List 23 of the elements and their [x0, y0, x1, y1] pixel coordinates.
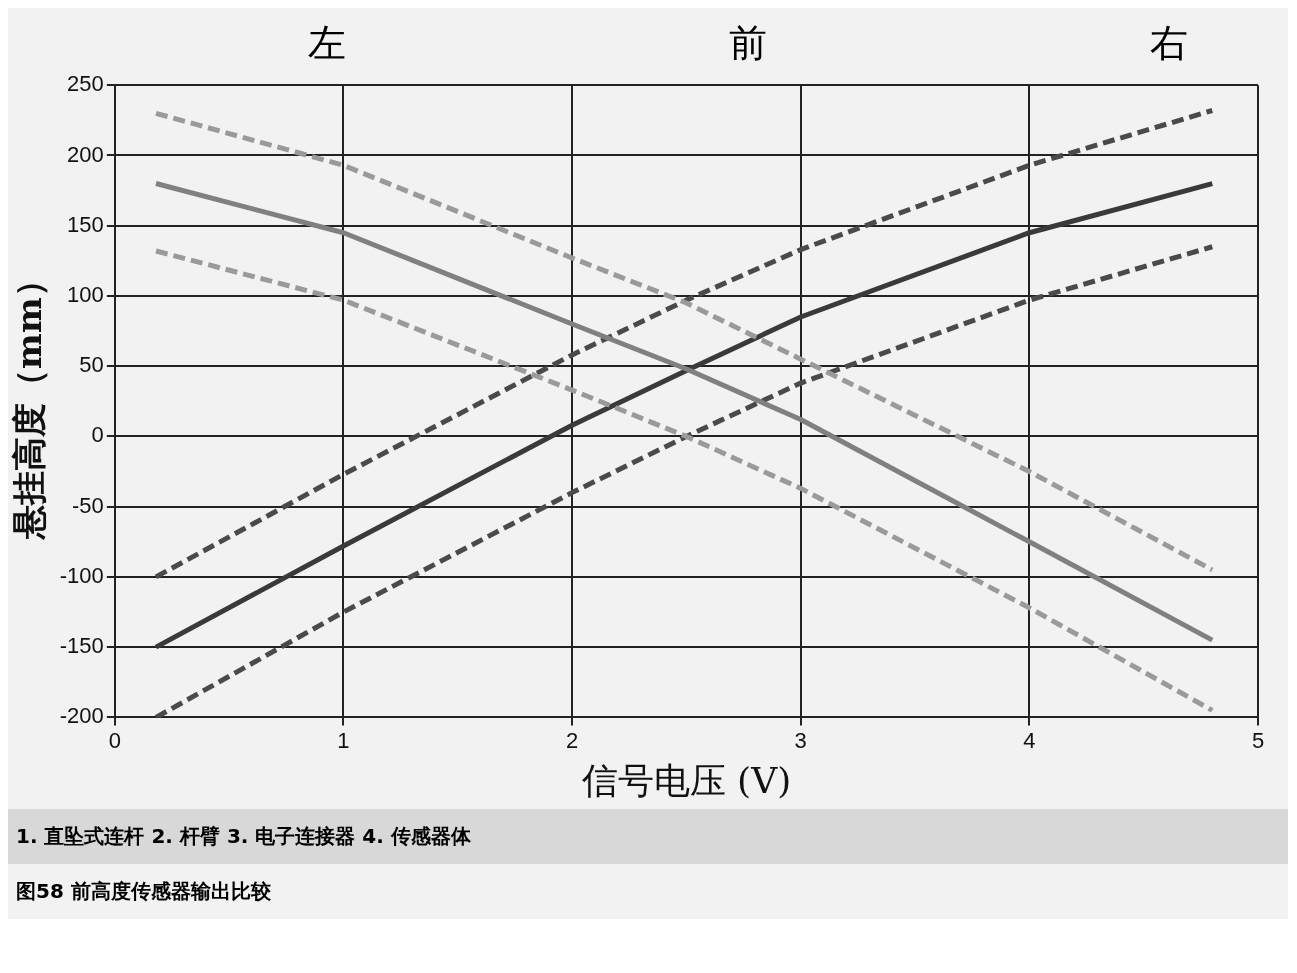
text: 前 [729, 20, 767, 67]
text: 右 [1150, 20, 1188, 67]
text: 1. 直坠式连杆 2. 杆臂 3. 电子连接器 4. 传感器体 [8, 809, 1288, 864]
x-tick-label: 2 [565, 727, 579, 753]
x-tick-label: 1 [337, 727, 350, 753]
y-tick-label: 50 [79, 352, 104, 378]
y-tick-label: 0 [91, 422, 104, 448]
y-axis-title: 悬挂高度（mm） [9, 263, 50, 542]
y-tick-label: -100 [59, 562, 104, 588]
y-tick-label: 150 [67, 211, 104, 237]
x-tick-label: 5 [1251, 727, 1265, 753]
x-tick-label: 3 [794, 727, 807, 753]
text: 左 [308, 20, 346, 67]
x-tick-label: 0 [108, 727, 121, 753]
y-tick-label: 200 [67, 141, 104, 167]
y-tick-label: 100 [67, 282, 104, 307]
y-tick-label: -200 [59, 703, 104, 729]
y-tick-label: -50 [72, 492, 104, 518]
caption: 图58 前高度传感器输出比较 [15, 878, 272, 905]
x-axis-title: 信号电压 (V) [581, 759, 792, 801]
y-tick-label: 250 [67, 71, 104, 97]
x-tick-label: 4 [1023, 727, 1036, 753]
y-tick-label: -150 [59, 633, 104, 659]
